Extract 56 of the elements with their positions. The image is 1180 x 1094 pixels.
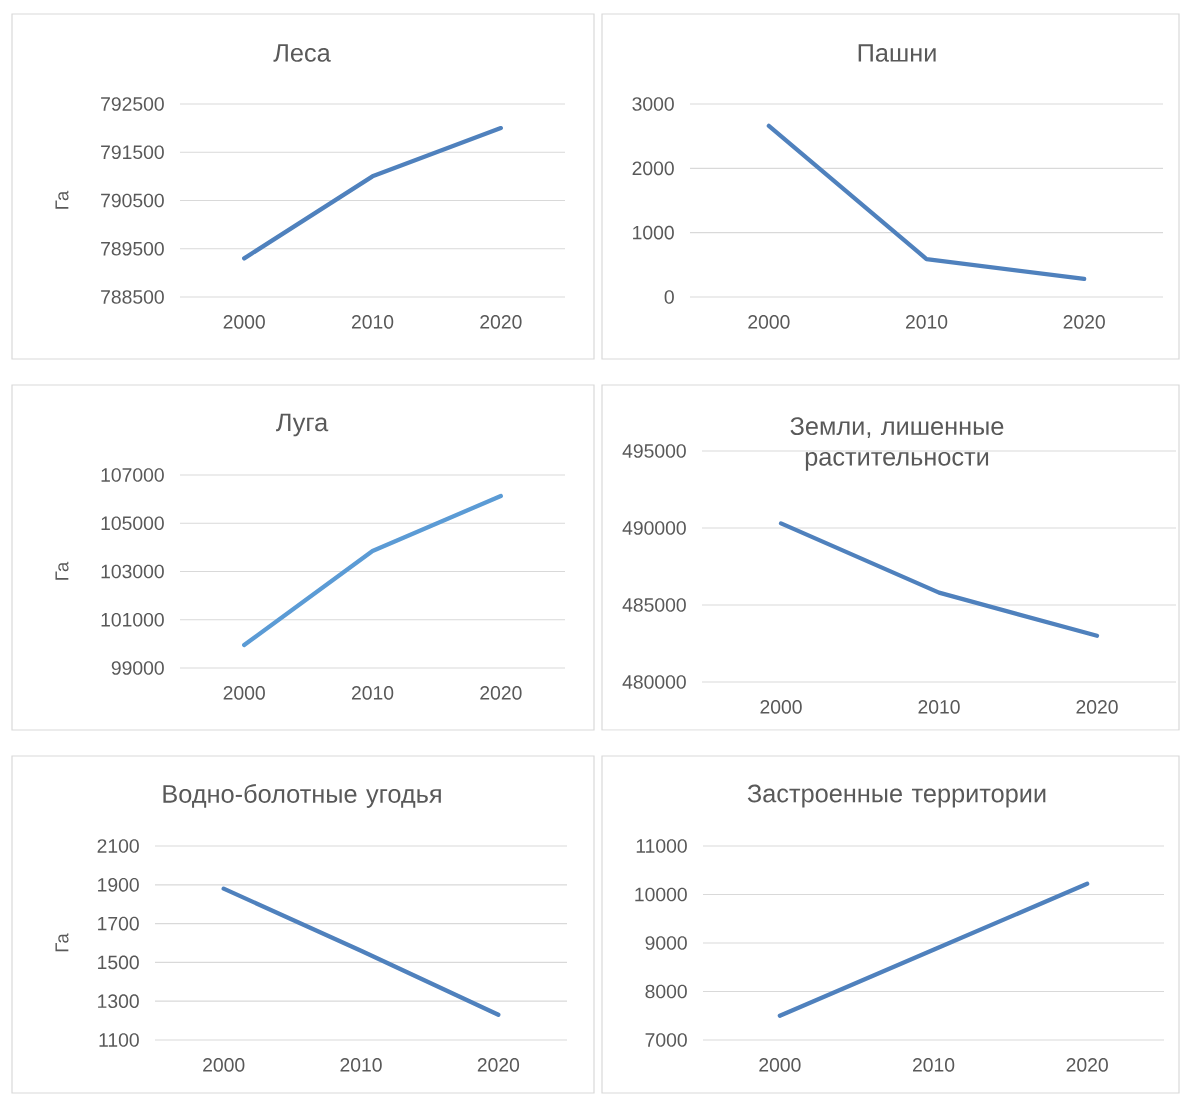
y-tick-label: 101000 (101, 612, 164, 627)
chart-title: Земли, лишенные растительности (790, 417, 1004, 471)
y-tick-label: 11000 (636, 839, 687, 853)
y-tick-label: 1100 (99, 1033, 139, 1047)
x-tick-label: 2010 (340, 1058, 382, 1072)
x-tick-label: 2020 (477, 1058, 520, 1072)
y-tick-label: 1300 (98, 994, 139, 1009)
chart-title: Луга (276, 413, 329, 437)
chart-title: Водно-болотные угодья (163, 784, 441, 808)
y-tick-label: 490000 (622, 521, 686, 535)
x-tick-label: 2020 (1066, 1058, 1108, 1072)
y-tick-label: 792500 (101, 97, 164, 111)
y-axis-title: Га (55, 561, 69, 580)
chart-title: Леса (273, 44, 331, 62)
y-tick-label: 10000 (635, 887, 687, 902)
y-tick-label: 1000 (633, 225, 674, 240)
x-tick-label: 2010 (912, 1058, 955, 1072)
y-tick-label: 495000 (622, 444, 686, 458)
y-tick-label: 485000 (622, 598, 686, 612)
y-tick-label: 791500 (101, 145, 164, 160)
y-tick-label: 2000 (632, 161, 674, 176)
y-tick-label: 3000 (632, 97, 674, 111)
chart-title: Пашни (858, 44, 936, 62)
y-tick-label: 1900 (98, 877, 139, 892)
y-tick-label: 8000 (645, 984, 687, 999)
x-tick-label: 2010 (351, 686, 394, 700)
x-tick-label: 2000 (223, 315, 265, 329)
y-tick-label: 99000 (111, 661, 164, 675)
x-tick-label: 2020 (480, 315, 522, 329)
x-tick-label: 2010 (918, 700, 960, 714)
x-tick-label: 2010 (905, 315, 948, 329)
y-tick-label: 480000 (622, 675, 686, 689)
x-tick-label: 2000 (223, 686, 265, 700)
y-axis-title: Га (55, 933, 69, 952)
x-tick-label: 2020 (480, 686, 522, 700)
y-tick-label: 9000 (645, 936, 687, 950)
x-tick-label: 2020 (1063, 315, 1105, 329)
x-tick-label: 2000 (759, 1058, 801, 1072)
x-tick-label: 2000 (760, 700, 802, 714)
y-tick-label: 0 (664, 290, 674, 304)
y-tick-label: 1700 (98, 916, 139, 931)
y-tick-label: 789500 (101, 241, 164, 256)
y-tick-label: 1500 (98, 955, 139, 970)
y-tick-label: 107000 (101, 468, 164, 482)
y-tick-label: 105000 (101, 516, 164, 531)
y-tick-label: 7000 (645, 1033, 687, 1047)
y-tick-label: 790500 (101, 193, 164, 208)
x-tick-label: 2000 (203, 1058, 245, 1072)
chart-title: Застроенные территории (747, 784, 1046, 808)
y-axis-title: Га (55, 190, 69, 209)
y-tick-label: 103000 (101, 564, 164, 579)
x-tick-label: 2000 (748, 315, 790, 329)
y-tick-label: 788500 (101, 290, 164, 304)
x-tick-label: 2020 (1076, 700, 1118, 714)
y-tick-label: 2100 (97, 839, 139, 853)
x-tick-label: 2010 (351, 315, 394, 329)
